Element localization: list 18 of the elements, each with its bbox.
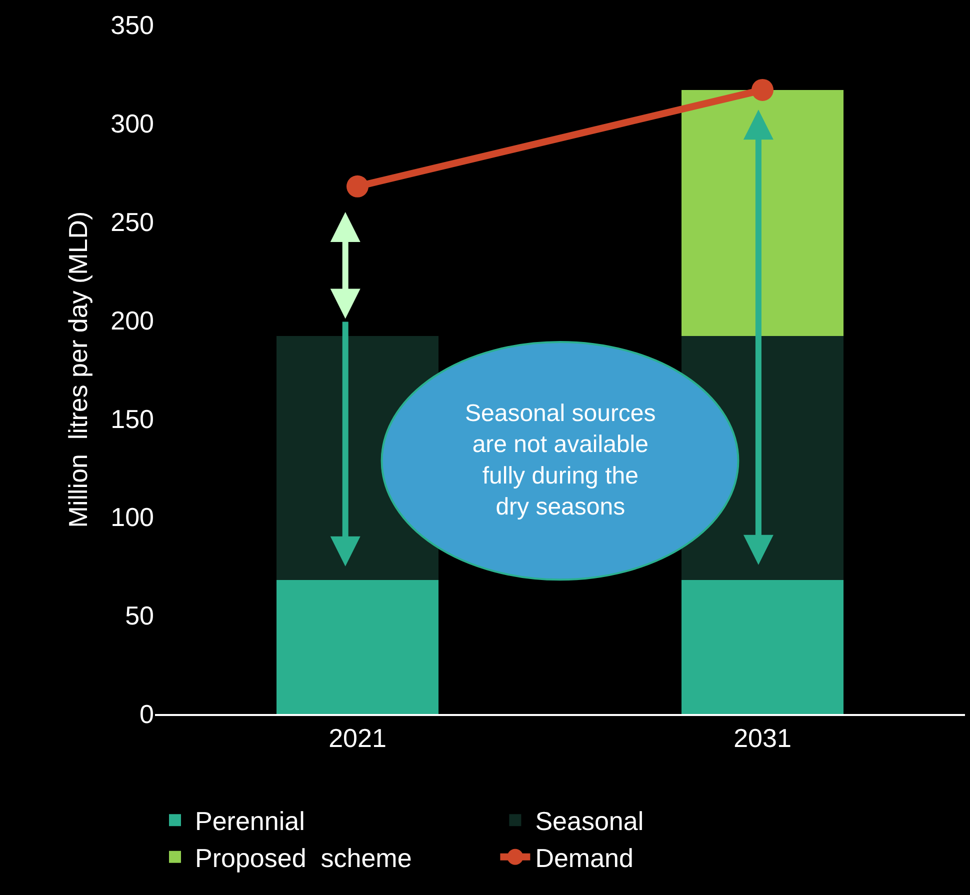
bar (276, 580, 438, 714)
annotation: Seasonal sources are not available fully during the dry seasons (465, 400, 656, 521)
x-tick-label: 2021 (328, 723, 386, 754)
y-tick-label: 0 (140, 699, 154, 730)
y-tick-label: 50 (125, 600, 154, 631)
y-tick-label: 150 (110, 404, 154, 434)
y-tick-label: 300 (110, 108, 154, 139)
y-tick-label: 100 (110, 502, 154, 532)
y-tick-label: 250 (110, 206, 154, 237)
y-tick-label: 350 (110, 10, 154, 40)
bar (682, 580, 844, 714)
legend-label: Perennial (195, 806, 305, 836)
y-tick-label: 200 (110, 305, 154, 336)
legend-label: Demand (535, 843, 634, 874)
x-tick-label: 2031 (734, 723, 792, 754)
legend-label: Proposed scheme (195, 843, 412, 874)
legend-label: Seasonal (535, 806, 644, 836)
y-axis-title: Million litres per day (MLD) (63, 211, 94, 528)
